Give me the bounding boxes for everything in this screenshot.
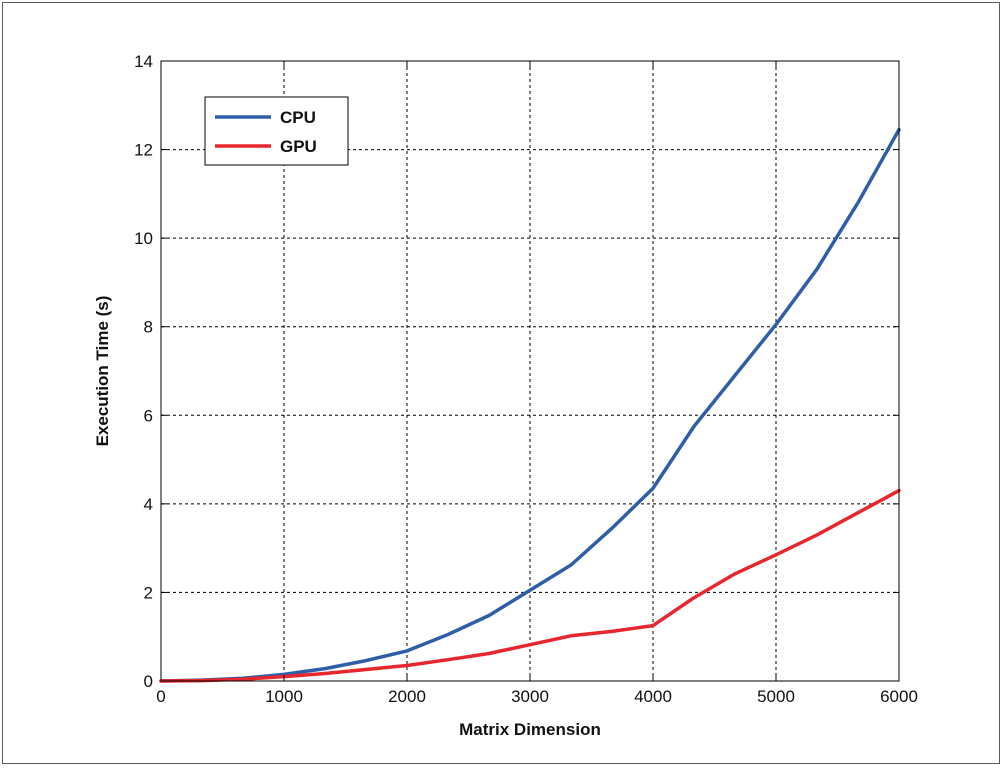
legend-label-gpu: GPU	[280, 137, 317, 156]
x-tick-label: 2000	[388, 687, 426, 706]
y-tick-label: 0	[144, 672, 153, 691]
legend-box	[204, 96, 349, 166]
x-tick-label: 5000	[757, 687, 795, 706]
y-tick-label: 8	[144, 318, 153, 337]
x-tick-label: 3000	[511, 687, 549, 706]
y-tick-label: 10	[134, 229, 153, 248]
y-tick-label: 6	[144, 406, 153, 425]
series-line-cpu	[159, 127, 901, 683]
x-tick-label: 4000	[634, 687, 672, 706]
axis-ticks: 0 1000 2000 3000 4000 5000 6000 0 2 4 6 8 10 12 14	[134, 52, 918, 706]
x-tick-label: 1000	[265, 687, 303, 706]
legend: CPU GPU	[204, 96, 349, 166]
x-tick-label: 0	[156, 687, 165, 706]
y-tick-label: 4	[144, 495, 153, 514]
y-tick-label: 12	[134, 141, 153, 160]
y-tick-label: 14	[134, 52, 153, 71]
y-axis-title: Execution Time (s)	[93, 296, 112, 447]
x-tick-label: 6000	[880, 687, 918, 706]
y-tick-label: 2	[144, 583, 153, 602]
x-axis-title: Matrix Dimension	[459, 720, 601, 739]
legend-label-cpu: CPU	[280, 108, 316, 127]
